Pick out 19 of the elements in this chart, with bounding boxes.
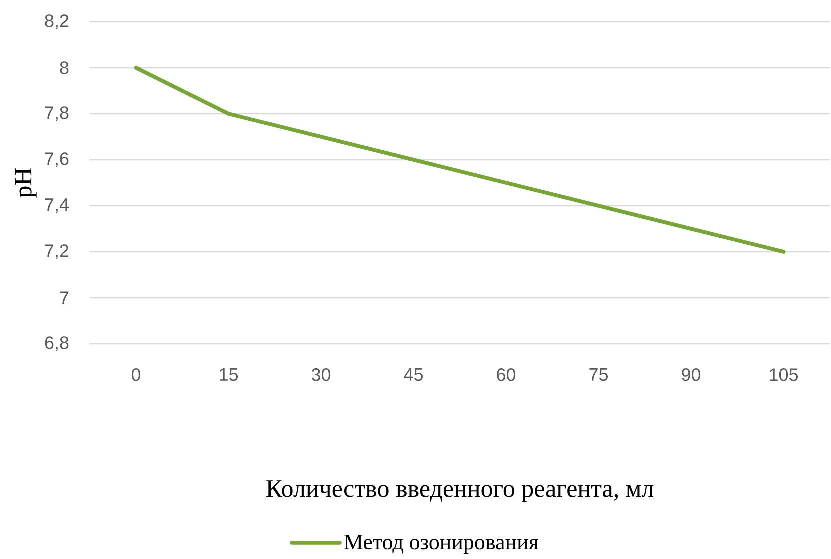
y-tick-label: 7,8 <box>45 106 69 122</box>
x-tick-label: 90 <box>682 368 701 382</box>
legend-label: Метод озонирования <box>344 535 539 554</box>
x-tick-label: 105 <box>770 368 798 382</box>
y-tick-label: 6,8 <box>45 336 69 352</box>
y-tick-label: 7,2 <box>45 244 69 260</box>
x-tick-label: 30 <box>312 368 331 382</box>
x-tick-label: 45 <box>404 368 423 382</box>
y-tick-label: 7,4 <box>45 198 69 214</box>
x-tick-label: 0 <box>132 368 141 382</box>
y-tick-label: 8 <box>60 62 69 74</box>
x-axis-title: Количество введенного реагента, мл <box>266 480 654 502</box>
y-tick-label: 7,6 <box>45 152 69 168</box>
y-tick-label: 8,2 <box>45 14 69 30</box>
x-tick-label: 15 <box>220 368 238 382</box>
x-tick-label: 60 <box>497 368 516 382</box>
y-tick-label: 7 <box>60 292 69 304</box>
y-axis-title: pH <box>15 168 37 198</box>
x-tick-label: 75 <box>590 368 608 382</box>
